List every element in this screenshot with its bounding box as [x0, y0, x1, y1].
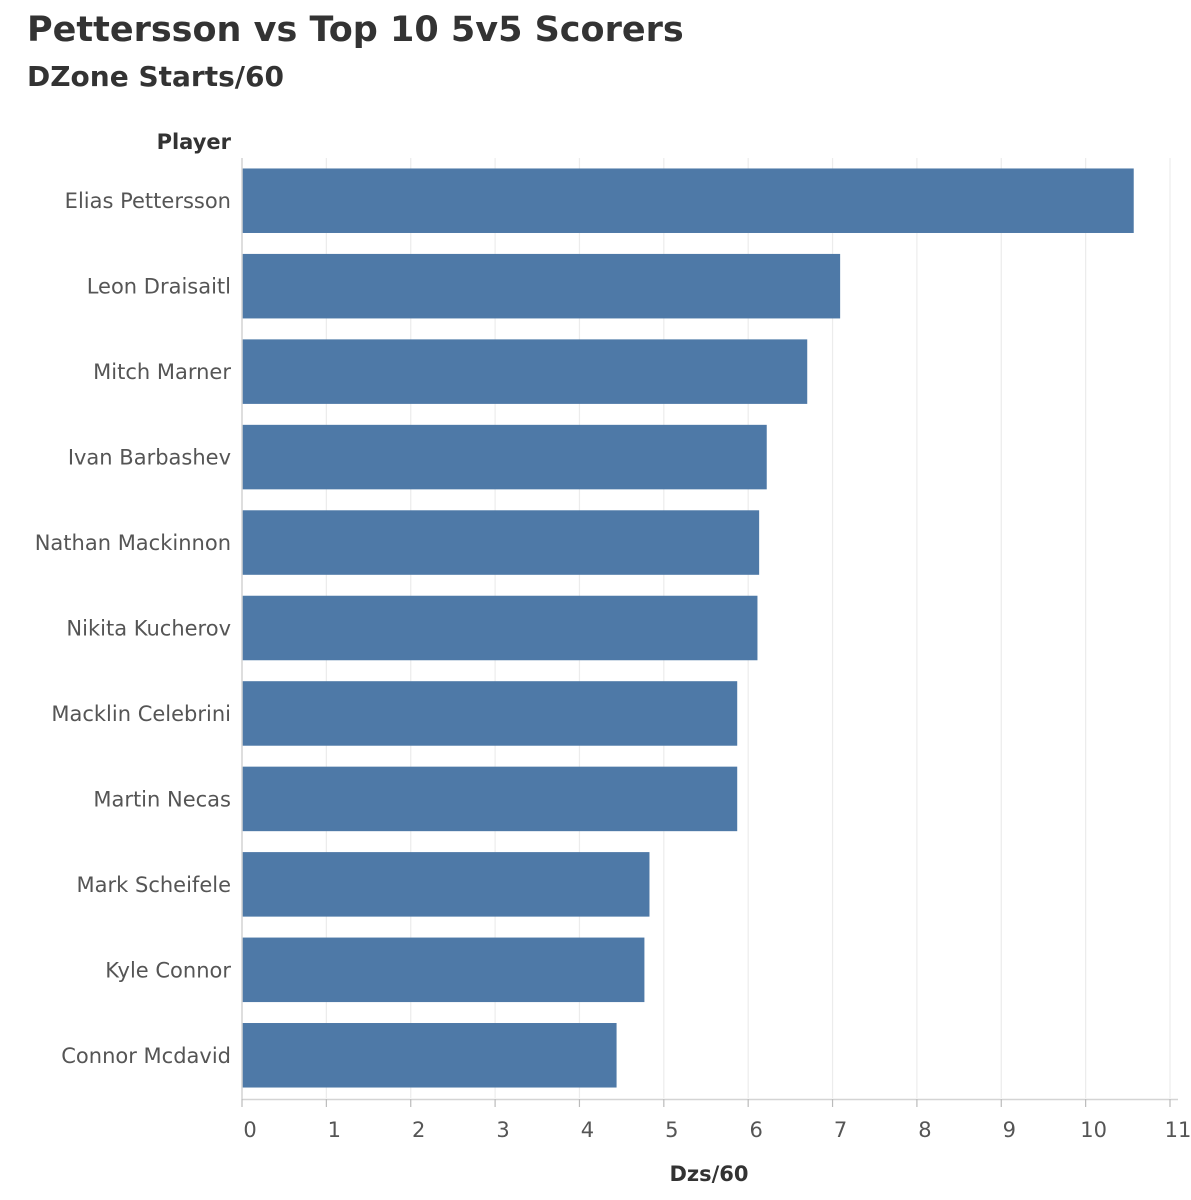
x-axis: 0 1 2 3 4 5 6 7 8 9 10 11 [241, 158, 1191, 1142]
x-tick-label: 11 [1165, 1118, 1191, 1142]
x-tick-label: 6 [749, 1118, 762, 1142]
x-tick-label: 5 [665, 1118, 678, 1142]
x-tick-label: 8 [918, 1118, 931, 1142]
x-tick-label: 1 [328, 1118, 341, 1142]
bars [242, 168, 1134, 1088]
bar [242, 681, 738, 746]
category-label: Martin Necas [93, 787, 231, 811]
x-tick-label: 7 [834, 1118, 847, 1142]
bar [242, 168, 1134, 233]
category-label: Nathan Mackinnon [35, 531, 231, 555]
category-label: Macklin Celebrini [51, 702, 231, 726]
category-labels: Elias Pettersson Leon Draisaitl Mitch Marn… [35, 189, 232, 1068]
bar [242, 339, 808, 404]
bar [242, 510, 760, 575]
category-header: Player [157, 130, 232, 154]
x-tick-label: 2 [412, 1118, 425, 1142]
category-label: Ivan Barbashev [68, 446, 231, 470]
bar [242, 595, 758, 661]
x-tick-label: 4 [581, 1118, 594, 1142]
category-label: Mitch Marner [93, 360, 231, 384]
bar [242, 253, 841, 319]
x-tick-label: 0 [243, 1118, 256, 1142]
x-axis-title: Dzs/60 [669, 1162, 748, 1186]
bar [242, 937, 645, 1003]
x-tick-label: 9 [1003, 1118, 1016, 1142]
category-label: Elias Pettersson [65, 189, 231, 213]
chart-title: Pettersson vs Top 10 5v5 Scorers [27, 10, 684, 50]
bar [242, 1023, 617, 1088]
x-tick-label: 3 [496, 1118, 509, 1142]
category-label: Connor Mcdavid [61, 1044, 231, 1068]
chart-subtitle: DZone Starts/60 [27, 60, 284, 93]
bar [242, 424, 767, 490]
category-label: Mark Scheifele [77, 873, 231, 897]
x-tick-label: 10 [1080, 1118, 1107, 1142]
bar [242, 852, 650, 917]
bar [242, 766, 738, 832]
category-label: Kyle Connor [105, 958, 231, 982]
category-label: Nikita Kucherov [66, 617, 231, 641]
category-label: Leon Draisaitl [87, 275, 231, 299]
